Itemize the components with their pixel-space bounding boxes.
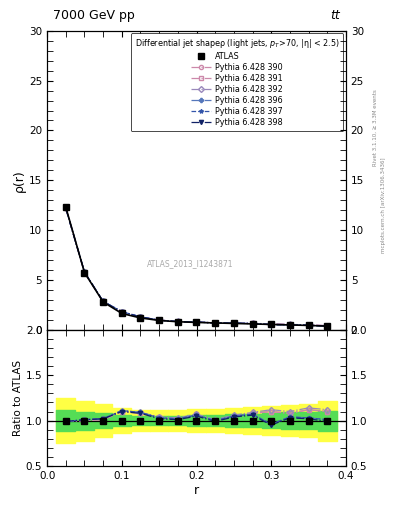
ATLAS — [194, 319, 199, 326]
ATLAS — [119, 310, 124, 316]
Line: ATLAS: ATLAS — [63, 204, 330, 329]
ATLAS — [325, 323, 329, 329]
ATLAS — [175, 318, 180, 325]
ATLAS — [231, 321, 236, 327]
Text: mcplots.cern.ch [arXiv:1306.3436]: mcplots.cern.ch [arXiv:1306.3436] — [381, 157, 386, 252]
Text: 7000 GeV pp: 7000 GeV pp — [53, 9, 135, 22]
ATLAS — [213, 320, 218, 326]
Text: ATLAS_2013_I1243871: ATLAS_2013_I1243871 — [147, 260, 234, 269]
ATLAS — [288, 322, 292, 328]
ATLAS — [63, 204, 68, 210]
ATLAS — [157, 317, 162, 324]
ATLAS — [306, 323, 311, 329]
ATLAS — [269, 322, 274, 328]
Text: Rivet 3.1.10, ≥ 3.3M events: Rivet 3.1.10, ≥ 3.3M events — [373, 90, 378, 166]
Text: tt: tt — [330, 9, 340, 22]
Y-axis label: ρ(r): ρ(r) — [13, 169, 26, 191]
ATLAS — [101, 299, 105, 305]
Legend: ATLAS, Pythia 6.428 390, Pythia 6.428 391, Pythia 6.428 392, Pythia 6.428 396, P: ATLAS, Pythia 6.428 390, Pythia 6.428 39… — [130, 33, 343, 131]
Y-axis label: Ratio to ATLAS: Ratio to ATLAS — [13, 360, 23, 436]
ATLAS — [82, 269, 87, 275]
ATLAS — [138, 315, 143, 321]
X-axis label: r: r — [194, 483, 199, 497]
ATLAS — [250, 321, 255, 327]
